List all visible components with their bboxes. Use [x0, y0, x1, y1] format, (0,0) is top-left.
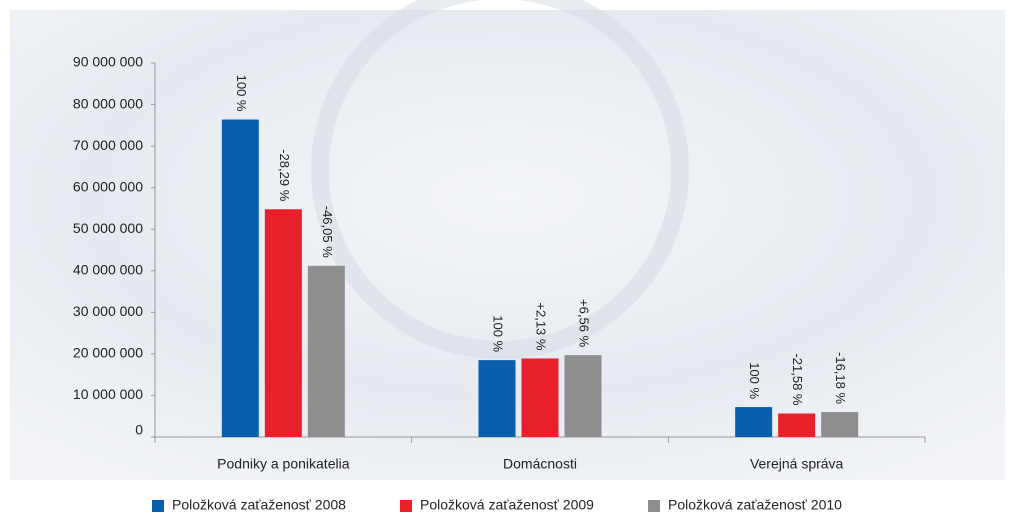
- value-annotation: 100 %: [234, 75, 249, 112]
- value-annotation: +6,56 %: [577, 299, 592, 348]
- bar: [307, 265, 345, 437]
- y-tick-label: 20 000 000: [73, 345, 143, 361]
- bar: [478, 360, 516, 437]
- value-annotation: -28,29 %: [277, 149, 292, 201]
- x-tick-label: Domácnosti: [503, 456, 577, 472]
- y-tick-label: 40 000 000: [73, 261, 143, 277]
- y-tick-label: 60 000 000: [73, 178, 143, 194]
- legend-swatch: [400, 500, 412, 512]
- bar: [564, 355, 602, 437]
- y-tick-label: 80 000 000: [73, 95, 143, 111]
- legend-label: Položková zaťaženosť 2008: [172, 497, 346, 513]
- bar: [221, 119, 259, 437]
- y-tick-label: 50 000 000: [73, 220, 143, 236]
- legend-label: Položková zaťaženosť 2009: [420, 497, 594, 513]
- y-tick-label: 30 000 000: [73, 303, 143, 319]
- bar: [735, 407, 773, 437]
- value-annotation: 100 %: [747, 362, 762, 399]
- legend-swatch: [152, 500, 164, 512]
- value-annotation: 100 %: [491, 315, 506, 352]
- x-tick-label: Verejná správa: [750, 456, 844, 472]
- magnifier-decoration: [311, 0, 689, 359]
- value-annotation: -46,05 %: [320, 206, 335, 258]
- bar: [821, 412, 859, 437]
- bar: [778, 413, 816, 437]
- bar: [521, 358, 559, 437]
- legend-swatch: [648, 500, 660, 512]
- value-annotation: -21,58 %: [790, 353, 805, 405]
- bar: [264, 209, 302, 437]
- y-tick-label: 90 000 000: [73, 54, 143, 70]
- value-annotation: +2,13 %: [534, 302, 549, 351]
- legend-label: Položková zaťaženosť 2010: [668, 497, 842, 513]
- y-tick-label: 10 000 000: [73, 386, 143, 402]
- x-tick-label: Podniky a ponikatelia: [217, 456, 350, 472]
- y-tick-label: 0: [135, 422, 143, 438]
- value-annotation: -16,18 %: [833, 352, 848, 404]
- y-tick-label: 70 000 000: [73, 137, 143, 153]
